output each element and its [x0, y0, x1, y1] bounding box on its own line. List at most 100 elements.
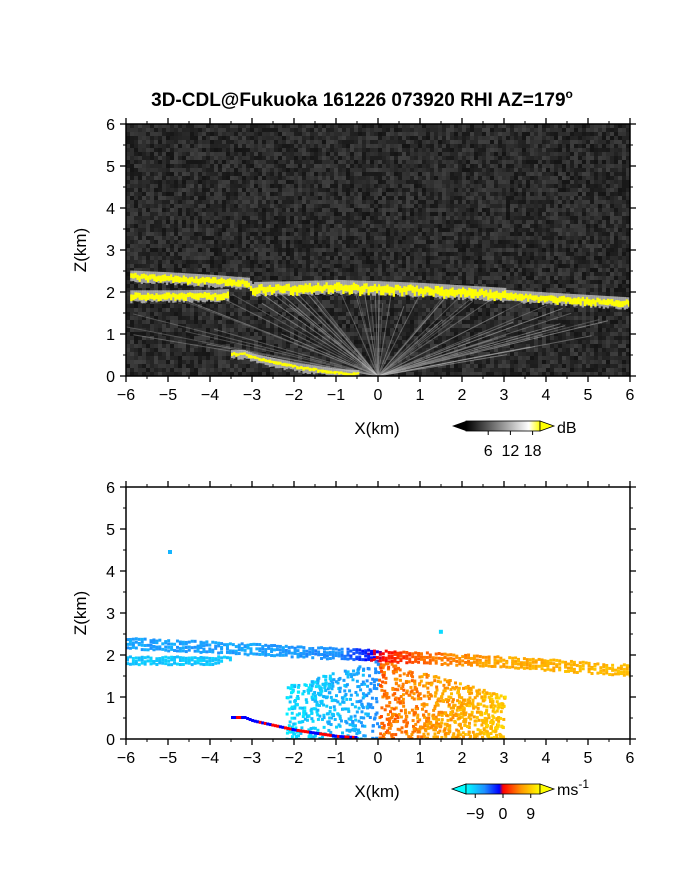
noise-cell — [554, 164, 558, 168]
noise-cell — [462, 236, 466, 240]
noise-cell — [130, 268, 134, 272]
noise-cell — [150, 228, 154, 232]
noise-cell — [298, 124, 302, 128]
noise-cell — [558, 180, 562, 184]
noise-cell — [158, 256, 162, 260]
noise-cell — [406, 156, 410, 160]
noise-cell — [190, 136, 194, 140]
noise-cell — [542, 200, 546, 204]
noise-cell — [274, 260, 278, 264]
noise-cell — [402, 212, 406, 216]
noise-cell — [530, 192, 534, 196]
noise-cell — [458, 168, 462, 172]
noise-cell — [262, 212, 266, 216]
noise-cell — [470, 156, 474, 160]
noise-cell — [506, 144, 510, 148]
noise-cell — [354, 152, 358, 156]
noise-cell — [554, 188, 558, 192]
noise-cell — [514, 224, 518, 228]
noise-cell — [374, 252, 378, 256]
noise-cell — [598, 148, 602, 152]
noise-cell — [230, 184, 234, 188]
noise-cell — [466, 156, 470, 160]
noise-cell — [326, 236, 330, 240]
noise-cell — [314, 148, 318, 152]
noise-cell — [218, 208, 222, 212]
noise-cell — [578, 232, 582, 236]
noise-cell — [546, 160, 550, 164]
noise-cell — [390, 220, 394, 224]
noise-cell — [338, 212, 342, 216]
noise-cell — [298, 164, 302, 168]
noise-cell — [478, 124, 482, 128]
noise-cell — [482, 180, 486, 184]
noise-cell — [626, 216, 630, 220]
noise-cell — [322, 256, 326, 260]
noise-cell — [246, 128, 250, 132]
noise-cell — [522, 132, 526, 136]
noise-cell — [626, 236, 630, 240]
noise-cell — [382, 168, 386, 172]
noise-cell — [450, 192, 454, 196]
noise-cell — [294, 140, 298, 144]
noise-cell — [454, 196, 458, 200]
noise-cell — [234, 260, 238, 264]
noise-cell — [598, 268, 602, 272]
noise-cell — [202, 184, 206, 188]
noise-cell — [198, 256, 202, 260]
noise-cell — [222, 240, 226, 244]
noise-cell — [526, 176, 530, 180]
noise-cell — [198, 168, 202, 172]
noise-cell — [510, 164, 514, 168]
noise-cell — [238, 124, 242, 128]
noise-cell — [590, 128, 594, 132]
noise-cell — [218, 144, 222, 148]
noise-cell — [566, 192, 570, 196]
noise-cell — [182, 144, 186, 148]
noise-cell — [426, 184, 430, 188]
noise-cell — [422, 280, 426, 284]
noise-cell — [546, 236, 550, 240]
noise-cell — [306, 152, 310, 156]
noise-cell — [282, 168, 286, 172]
noise-cell — [278, 192, 282, 196]
noise-cell — [358, 148, 362, 152]
noise-cell — [238, 268, 242, 272]
noise-cell — [334, 128, 338, 132]
noise-cell — [378, 144, 382, 148]
noise-cell — [614, 276, 618, 280]
noise-cell — [542, 132, 546, 136]
noise-cell — [178, 180, 182, 184]
noise-cell — [130, 128, 134, 132]
noise-cell — [166, 220, 170, 224]
noise-cell — [486, 188, 490, 192]
noise-cell — [406, 260, 410, 264]
noise-cell — [602, 144, 606, 148]
noise-cell — [282, 236, 286, 240]
noise-cell — [374, 228, 378, 232]
noise-cell — [334, 264, 338, 268]
noise-cell — [378, 172, 382, 176]
noise-cell — [506, 200, 510, 204]
noise-cell — [178, 144, 182, 148]
noise-cell — [346, 148, 350, 152]
noise-cell — [594, 216, 598, 220]
noise-cell — [402, 224, 406, 228]
noise-cell — [242, 272, 246, 276]
noise-cell — [466, 256, 470, 260]
noise-cell — [246, 200, 250, 204]
noise-cell — [130, 140, 134, 144]
noise-cell — [390, 148, 394, 152]
noise-cell — [154, 264, 158, 268]
noise-cell — [530, 240, 534, 244]
noise-cell — [322, 152, 326, 156]
noise-cell — [450, 264, 454, 268]
noise-cell — [610, 200, 614, 204]
noise-cell — [430, 128, 434, 132]
noise-cell — [550, 240, 554, 244]
noise-cell — [622, 180, 626, 184]
noise-cell — [374, 144, 378, 148]
noise-cell — [230, 224, 234, 228]
noise-cell — [554, 136, 558, 140]
noise-cell — [278, 160, 282, 164]
